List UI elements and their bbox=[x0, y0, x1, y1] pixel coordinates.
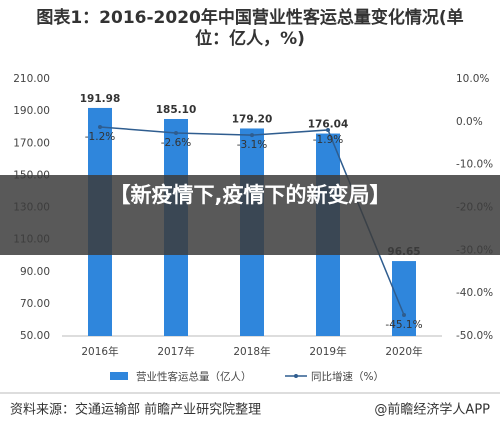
bar bbox=[392, 261, 416, 336]
x-tick-label: 2019年 bbox=[309, 345, 346, 358]
y-tick-label: 90.00 bbox=[20, 266, 50, 278]
y-tick-label: 190.00 bbox=[13, 105, 50, 117]
chart-title: 图表1：2016-2020年中国营业性客运总量变化情况(单位：亿人，%) bbox=[36, 8, 464, 49]
legend-swatch bbox=[110, 372, 128, 380]
overlay-banner bbox=[0, 175, 500, 255]
legend-label: 营业性客运总量（亿人） bbox=[136, 370, 252, 383]
y-tick-label: 70.00 bbox=[20, 298, 50, 310]
y2-tick-label: 10.0% bbox=[456, 73, 489, 85]
y2-tick-label: -10.0% bbox=[456, 159, 493, 171]
line-label: -45.1% bbox=[385, 319, 422, 331]
line-label: -3.1% bbox=[237, 139, 267, 151]
y-tick-label: 210.00 bbox=[13, 73, 50, 85]
bar-label: 191.98 bbox=[80, 93, 121, 105]
legend-label: 同比增速（%） bbox=[311, 370, 384, 383]
y2-tick-label: 0.0% bbox=[456, 116, 483, 128]
credit: @前瞻经济学人APP bbox=[374, 402, 490, 418]
x-tick-label: 2016年 bbox=[81, 345, 118, 358]
line-label: -2.6% bbox=[161, 137, 191, 149]
x-tick-label: 2018年 bbox=[233, 345, 270, 358]
bar-label: 179.20 bbox=[232, 113, 273, 125]
source: 资料来源：交通运输部 前瞻产业研究院整理 bbox=[10, 402, 261, 418]
line-marker bbox=[326, 127, 330, 132]
line-label: -1.2% bbox=[85, 131, 115, 143]
y2-tick-label: -50.0% bbox=[456, 330, 493, 342]
line-marker bbox=[402, 313, 406, 318]
y-tick-label: 50.00 bbox=[20, 330, 50, 342]
line-marker bbox=[174, 130, 178, 135]
bar-label: 176.04 bbox=[308, 119, 349, 131]
line-marker bbox=[250, 133, 254, 138]
line-marker bbox=[98, 124, 102, 129]
y-tick-label: 170.00 bbox=[13, 137, 50, 149]
bar-label: 185.10 bbox=[156, 104, 197, 116]
y2-tick-label: -40.0% bbox=[456, 287, 493, 299]
overlay-text: 【新疫情下,疫情下的新变局】 bbox=[109, 183, 391, 207]
legend-swatch bbox=[294, 374, 298, 378]
x-tick-label: 2017年 bbox=[157, 345, 194, 358]
x-tick-label: 2020年 bbox=[385, 345, 422, 358]
line-label: -1.9% bbox=[313, 134, 343, 146]
